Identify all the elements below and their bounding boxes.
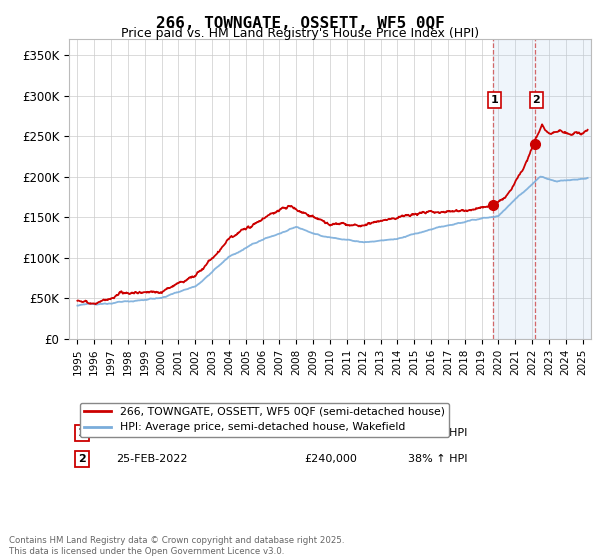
Text: Contains HM Land Registry data © Crown copyright and database right 2025.
This d: Contains HM Land Registry data © Crown c… [9, 536, 344, 556]
Text: 2: 2 [78, 454, 86, 464]
Text: 266, TOWNGATE, OSSETT, WF5 0QF: 266, TOWNGATE, OSSETT, WF5 0QF [155, 16, 445, 31]
Text: 25-FEB-2022: 25-FEB-2022 [116, 454, 187, 464]
Text: 2: 2 [532, 95, 540, 105]
Text: £165,000: £165,000 [304, 428, 356, 438]
Text: £240,000: £240,000 [304, 454, 357, 464]
Text: 1: 1 [490, 95, 498, 105]
Text: 28-AUG-2019: 28-AUG-2019 [116, 428, 191, 438]
Bar [493, 39, 591, 339]
Text: 1: 1 [78, 428, 86, 438]
Legend: 266, TOWNGATE, OSSETT, WF5 0QF (semi-detached house), HPI: Average price, semi-d: 266, TOWNGATE, OSSETT, WF5 0QF (semi-det… [80, 403, 449, 437]
Text: Price paid vs. HM Land Registry's House Price Index (HPI): Price paid vs. HM Land Registry's House … [121, 27, 479, 40]
Text: 15% ↑ HPI: 15% ↑ HPI [409, 428, 467, 438]
Text: 38% ↑ HPI: 38% ↑ HPI [409, 454, 468, 464]
